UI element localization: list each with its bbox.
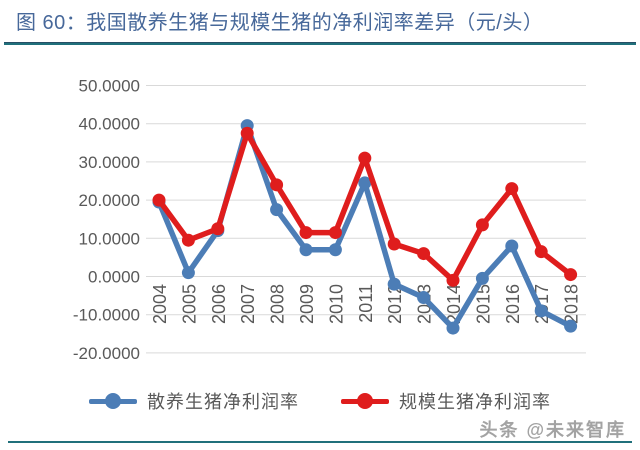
data-point (417, 247, 431, 261)
data-point (152, 193, 166, 207)
title-divider (4, 42, 636, 45)
data-point (328, 226, 342, 240)
bottom-divider (8, 441, 632, 443)
chart-area: 50.0000 40.0000 30.0000 20.0000 10.0000 0.000… (0, 50, 640, 380)
legend-dot-icon (105, 393, 121, 409)
x-axis-tick-label: 2006 (209, 284, 229, 324)
chart-legend: 散养生猪净利润率 规模生猪净利润率 (0, 386, 640, 416)
data-point (475, 218, 489, 232)
data-point (358, 176, 372, 190)
data-point (270, 178, 284, 192)
x-axis-tick-label: 2010 (326, 284, 346, 324)
data-point (446, 273, 460, 287)
figure-title: 图 60：我国散养生猪与规模生猪的净利润率差异（元/头） (16, 12, 544, 34)
x-axis-tick-label: 2005 (179, 284, 199, 324)
watermark-text: 头条 @未来智库 (479, 420, 626, 440)
y-axis-tick-label: 40.0000 (79, 115, 140, 134)
legend-dot-icon (357, 393, 373, 409)
y-axis-tick-label: 50.0000 (79, 77, 140, 96)
data-point (328, 243, 342, 257)
data-point (387, 277, 401, 291)
data-point (534, 304, 548, 318)
y-axis-tick-label: -10.0000 (73, 306, 140, 325)
data-point (564, 268, 578, 282)
data-point (564, 319, 578, 333)
x-axis-tick-label: 2012 (385, 284, 405, 324)
data-point (181, 233, 195, 247)
legend-line-marker-icon (89, 393, 137, 409)
y-axis-tick-label: 30.0000 (79, 153, 140, 172)
data-point (475, 271, 489, 285)
data-point (417, 291, 431, 305)
data-point (505, 182, 519, 196)
data-point (505, 239, 519, 253)
legend-item-free-range: 散养生猪净利润率 (89, 388, 299, 414)
data-point (299, 243, 313, 257)
x-axis-tick-label: 2015 (473, 284, 493, 324)
y-axis-tick-label: 10.0000 (79, 229, 140, 248)
x-axis-tick-label: 2004 (150, 284, 170, 324)
x-axis-tick-label: 2011 (356, 284, 376, 323)
legend-line-marker-icon (341, 393, 389, 409)
x-axis-tick-label: 2007 (238, 284, 258, 324)
data-point (240, 126, 254, 140)
x-axis-tick-label: 2018 (562, 284, 582, 324)
line-chart-svg: 50.0000 40.0000 30.0000 20.0000 10.0000 0.000… (73, 77, 586, 363)
data-point (299, 226, 313, 240)
y-axis-tick-label: 0.0000 (88, 268, 140, 287)
legend-item-scale: 规模生猪净利润率 (341, 388, 551, 414)
y-axis-tick-label: -20.0000 (73, 344, 140, 363)
legend-label: 规模生猪净利润率 (399, 392, 551, 412)
data-point (270, 203, 284, 217)
data-point (181, 266, 195, 280)
data-point (211, 222, 225, 236)
x-axis-tick-label: 2009 (297, 284, 317, 324)
x-axis-tick-label: 2008 (268, 284, 288, 324)
legend-label: 散养生猪净利润率 (147, 392, 299, 412)
x-axis-tick-label: 2016 (503, 284, 523, 324)
data-point (446, 321, 460, 335)
y-axis-tick-label: 20.0000 (79, 191, 140, 210)
data-point (358, 151, 372, 165)
data-point (387, 237, 401, 251)
data-point (534, 245, 548, 259)
